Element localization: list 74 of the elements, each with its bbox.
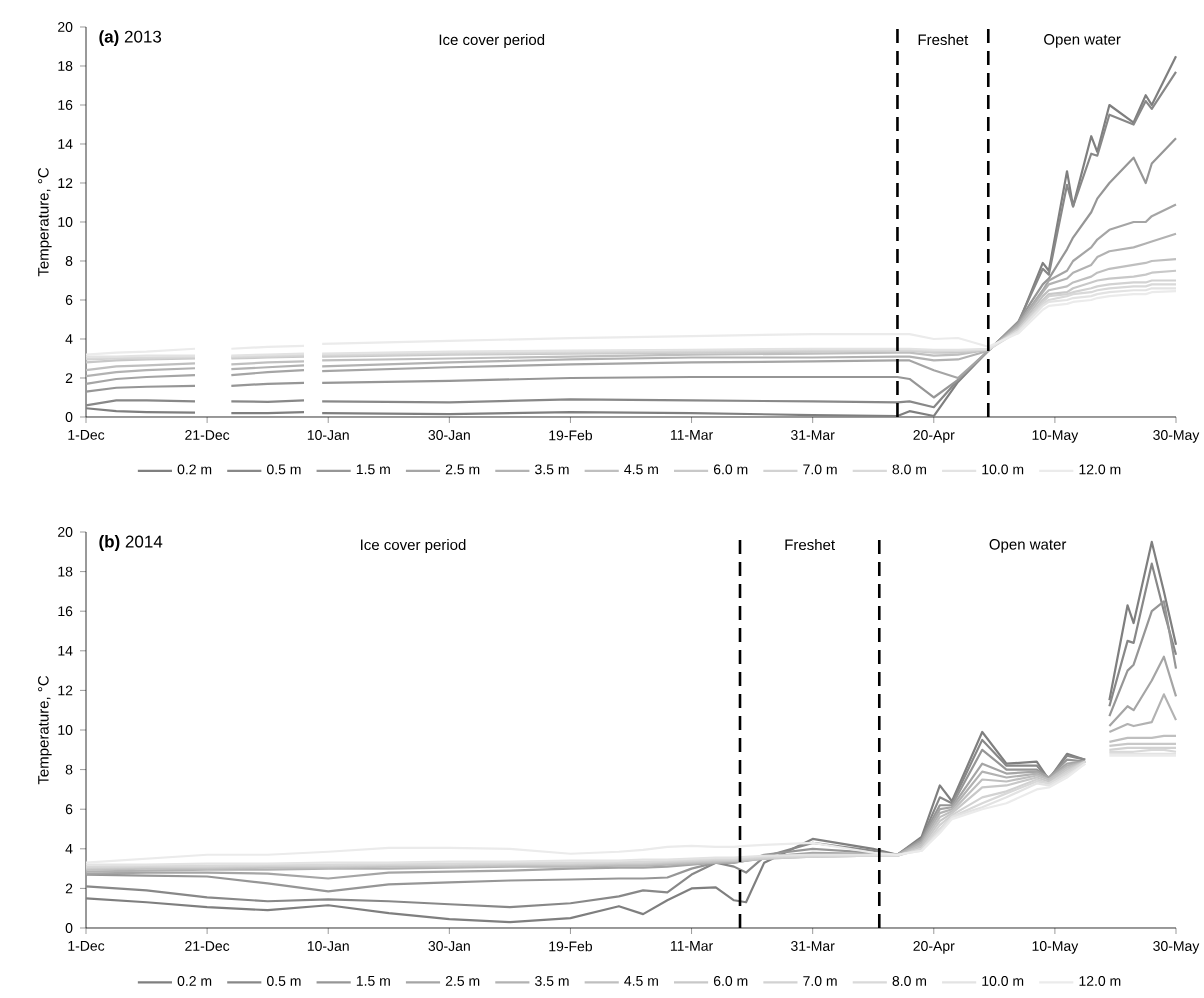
y-tick-label: 10 [58, 725, 73, 735]
y-tick-label: 16 [58, 100, 73, 110]
y-tick-label: 8 [65, 256, 73, 266]
chart-title: (a) 2013 [99, 30, 162, 46]
legend-label: 0.5 m [266, 976, 301, 986]
legend-label: 12.0 m [1079, 976, 1121, 986]
y-tick-label: 18 [58, 566, 73, 577]
y-tick-label: 16 [58, 606, 73, 617]
x-tick-label: 31-Mar [791, 430, 835, 440]
legend-label: 10.0 m [982, 464, 1024, 475]
x-tick-label: 20-Apr [913, 941, 955, 954]
legend-label: 1.5 m [356, 976, 390, 986]
x-tick-label: 10-May [1032, 430, 1079, 443]
y-axis-title: Temperature, °C [38, 167, 52, 277]
y-tick-label: 6 [65, 295, 73, 305]
x-tick-label: 21-Dec [185, 941, 230, 951]
y-tick-label: 4 [65, 334, 73, 344]
legend-label: 1.5 m [356, 464, 390, 475]
y-tick-label: 0 [65, 923, 73, 933]
legend-label: 8.0 m [892, 464, 927, 475]
legend-label: 4.5 m [624, 976, 658, 986]
legend-label: 8.0 m [892, 976, 927, 986]
legend-label: 0.5 m [266, 464, 301, 475]
x-tick-label: 10-Jan [307, 430, 349, 440]
y-tick-label: 4 [65, 843, 73, 854]
annotation: Ice cover period [439, 34, 545, 49]
x-tick-label: 20-Apr [913, 430, 955, 443]
legend-label: 7.0 m [803, 976, 837, 986]
x-tick-label: 1-Dec [68, 941, 105, 951]
x-tick-label: 10-Jan [307, 941, 349, 951]
legend-label: 0.2 m [177, 464, 212, 475]
x-tick-label: 19-Feb [549, 430, 593, 441]
y-tick-label: 0 [65, 412, 73, 422]
y-tick-label: 14 [58, 139, 73, 149]
x-tick-label: 31-Mar [791, 941, 835, 951]
y-tick-label: 12 [58, 178, 73, 188]
annotation: Freshet [785, 539, 835, 551]
legend-label: 3.5 m [535, 976, 569, 986]
legend-label: 0.2 m [177, 976, 212, 986]
y-tick-label: 2 [65, 373, 73, 383]
legend-label: 6.0 m [713, 976, 748, 986]
y-tick-label: 18 [58, 61, 73, 71]
x-tick-label: 30-May [1153, 941, 1200, 954]
annotation: Open water [989, 539, 1067, 553]
y-tick-label: 6 [65, 804, 73, 815]
y-tick-label: 14 [58, 645, 73, 656]
annotation: Open water [1044, 34, 1121, 48]
annotation: Ice cover period [361, 539, 466, 554]
x-tick-label: 1-Dec [68, 430, 105, 440]
y-tick-label: 12 [58, 685, 73, 696]
legend-label: 12.0 m [1079, 464, 1121, 475]
legend-label: 4.5 m [624, 464, 658, 475]
x-tick-label: 19-Feb [549, 941, 593, 952]
x-tick-label: 21-Dec [185, 430, 230, 440]
legend-label: 3.5 m [535, 464, 569, 475]
legend-label: 2.5 m [445, 464, 480, 475]
x-tick-label: 30-May [1153, 430, 1200, 443]
x-tick-label: 30-Jan [428, 941, 470, 951]
legend-label: 6.0 m [713, 464, 748, 475]
legend-label: 7.0 m [803, 464, 837, 475]
legend-label: 10.0 m [982, 976, 1024, 986]
x-tick-label: 10-May [1032, 941, 1079, 954]
x-tick-label: 30-Jan [428, 430, 470, 440]
legend-label: 2.5 m [445, 976, 480, 986]
y-axis-title: Temperature, °C [38, 675, 52, 785]
x-tick-label: 11-Mar [670, 430, 713, 440]
y-tick-label: 20 [58, 527, 73, 537]
chart-title: (b) 2014 [99, 535, 163, 551]
x-tick-label: 11-Mar [670, 941, 713, 951]
y-tick-label: 10 [58, 217, 73, 227]
y-tick-label: 8 [65, 764, 73, 775]
annotation: Freshet [918, 34, 969, 46]
y-tick-label: 2 [65, 883, 73, 894]
y-tick-label: 20 [58, 22, 73, 32]
